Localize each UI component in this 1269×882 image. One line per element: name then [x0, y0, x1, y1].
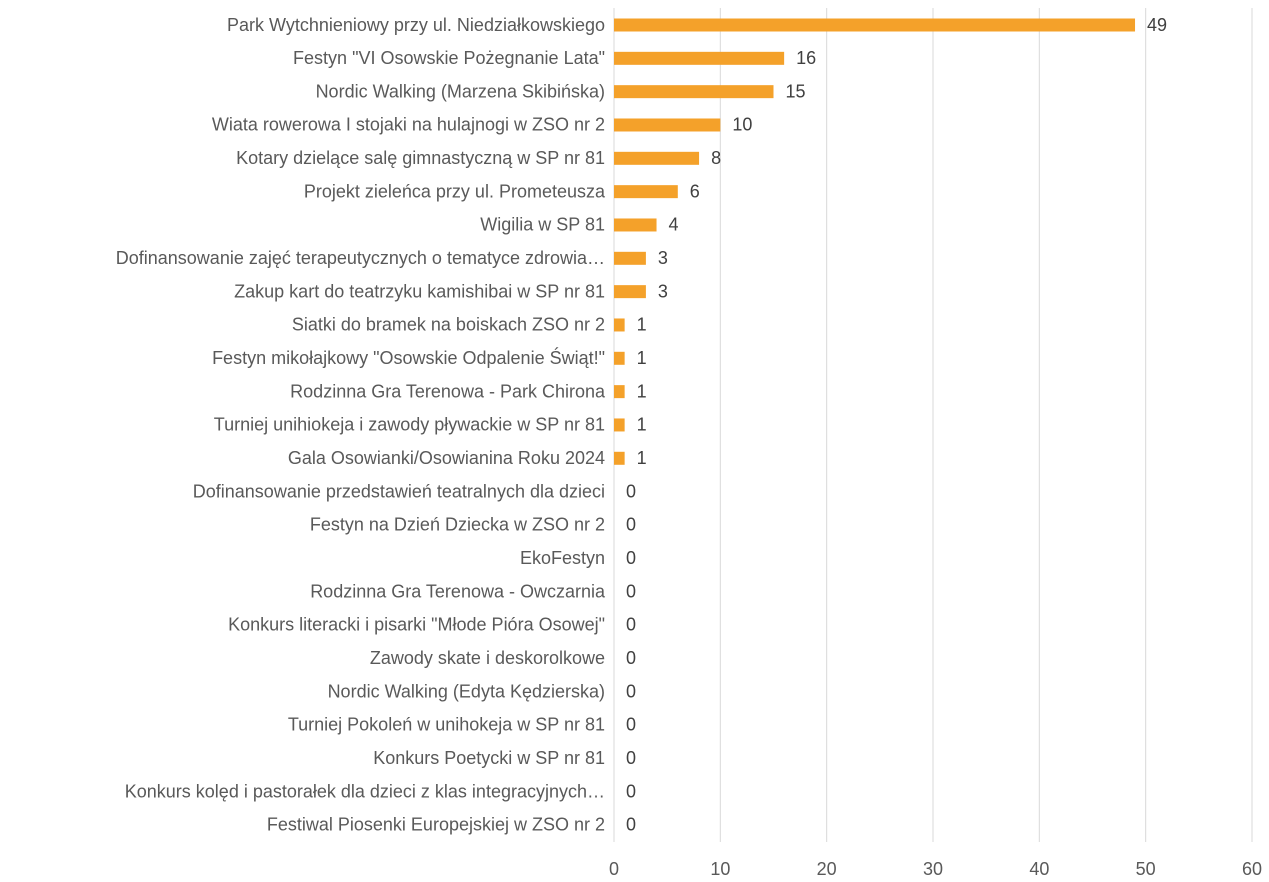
bar: [614, 285, 646, 299]
data-label: 0: [626, 748, 636, 768]
bar: [614, 218, 657, 232]
category-label: Projekt zieleńca przy ul. Prometeusza: [304, 181, 606, 201]
x-tick-label: 0: [609, 859, 619, 879]
category-label: Zakup kart do teatrzyku kamishibai w SP …: [234, 281, 605, 301]
data-label: 0: [626, 581, 636, 601]
x-tick-label: 30: [923, 859, 943, 879]
category-label: Festyn na Dzień Dziecka w ZSO nr 2: [310, 515, 605, 535]
bar: [614, 85, 774, 99]
data-label: 10: [732, 115, 752, 135]
category-label: Park Wytchnieniowy przy ul. Niedziałkows…: [227, 15, 605, 35]
data-label: 0: [626, 548, 636, 568]
bar: [614, 151, 700, 165]
data-label: 0: [626, 715, 636, 735]
x-tick-label: 20: [817, 859, 837, 879]
category-label: Konkurs literacki i pisarki "Młode Pióra…: [228, 615, 605, 635]
category-label: Festiwal Piosenki Europejskiej w ZSO nr …: [267, 815, 605, 835]
category-label: Wigilia w SP 81: [480, 215, 605, 235]
bar: [614, 118, 721, 132]
data-label: 3: [658, 248, 668, 268]
bar: [614, 185, 678, 199]
data-label: 3: [658, 281, 668, 301]
bar: [614, 251, 646, 265]
x-tick-label: 60: [1242, 859, 1262, 879]
data-label: 0: [626, 781, 636, 801]
bar: [614, 418, 625, 432]
data-label: 0: [626, 615, 636, 635]
category-label: Turniej unihiokeja i zawody pływackie w …: [214, 415, 605, 435]
x-tick-label: 40: [1029, 859, 1049, 879]
category-label: Nordic Walking (Edyta Kędzierska): [328, 681, 605, 701]
data-label: 4: [669, 215, 679, 235]
category-label: Siatki do bramek na boiskach ZSO nr 2: [292, 315, 605, 335]
data-label: 0: [626, 648, 636, 668]
category-label: Dofinansowanie zajęć terapeutycznych o t…: [116, 248, 605, 268]
data-label: 16: [796, 48, 816, 68]
category-label: Turniej Pokoleń w unihokeja w SP nr 81: [288, 715, 605, 735]
data-label: 0: [626, 515, 636, 535]
category-label: Konkurs kolęd i pastorałek dla dzieci z …: [125, 781, 605, 801]
data-label: 49: [1147, 15, 1167, 35]
bar: [614, 51, 785, 65]
bar: [614, 451, 625, 465]
data-label: 15: [786, 81, 806, 101]
bar: [614, 351, 625, 365]
bar: [614, 18, 1136, 32]
category-label: Zawody skate i deskorolkowe: [370, 648, 605, 668]
category-label: Gala Osowianki/Osowianina Roku 2024: [288, 448, 605, 468]
category-label: Nordic Walking (Marzena Skibińska): [316, 81, 605, 101]
bar: [614, 318, 625, 332]
category-label: EkoFestyn: [520, 548, 605, 568]
data-label: 6: [690, 181, 700, 201]
data-label: 8: [711, 148, 721, 168]
data-label: 1: [637, 415, 647, 435]
data-label: 1: [637, 315, 647, 335]
bar: [614, 385, 625, 399]
x-tick-label: 10: [710, 859, 730, 879]
data-label: 0: [626, 681, 636, 701]
category-label: Festyn mikołajkowy "Osowskie Odpalenie Ś…: [212, 347, 605, 368]
category-label: Rodzinna Gra Terenowa - Park Chirona: [290, 381, 606, 401]
data-label: 0: [626, 481, 636, 501]
category-label: Kotary dzielące salę gimnastyczną w SP n…: [236, 148, 605, 168]
category-label: Festyn "VI Osowskie Pożegnanie Lata": [293, 48, 605, 68]
x-tick-label: 50: [1136, 859, 1156, 879]
data-label: 1: [637, 381, 647, 401]
category-label: Rodzinna Gra Terenowa - Owczarnia: [310, 581, 606, 601]
category-label: Wiata rowerowa I stojaki na hulajnogi w …: [212, 115, 605, 135]
data-label: 1: [637, 348, 647, 368]
category-label: Konkurs Poetycki w SP nr 81: [373, 748, 605, 768]
category-label: Dofinansowanie przedstawień teatralnych …: [193, 481, 605, 501]
data-label: 1: [637, 448, 647, 468]
data-label: 0: [626, 815, 636, 835]
